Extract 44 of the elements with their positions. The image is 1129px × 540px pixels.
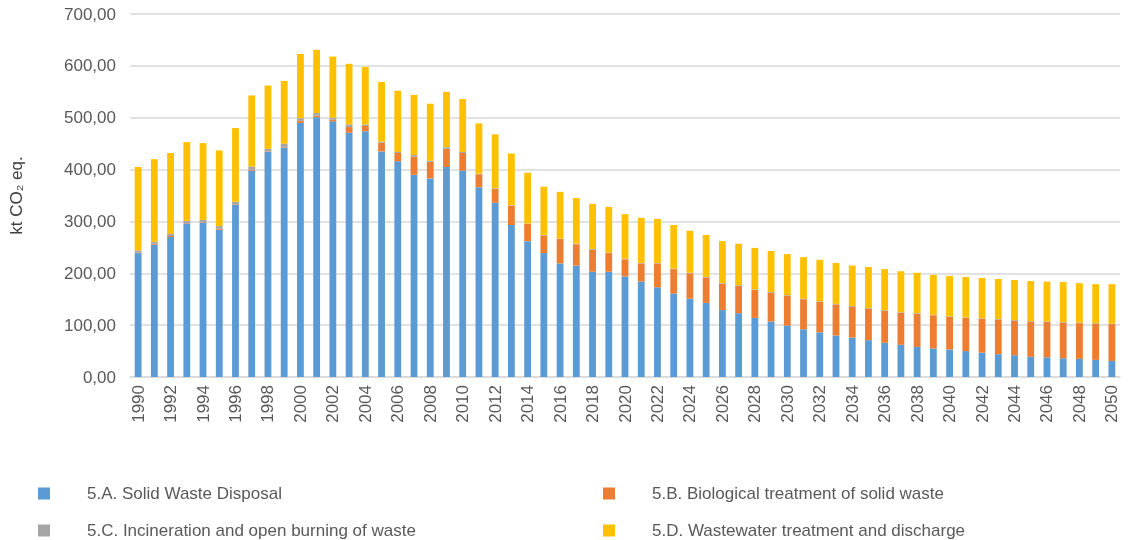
- x-tick-label: 2050: [1102, 385, 1122, 423]
- x-tick-label: 2006: [388, 385, 408, 423]
- y-tick-label: 700,00: [64, 4, 116, 24]
- x-tick-label: 1992: [161, 385, 181, 423]
- x-tick-label: 2014: [518, 385, 538, 423]
- x-tick-label: 2034: [842, 385, 862, 423]
- x-tick-label: 2020: [615, 385, 635, 423]
- x-tick-label: 1998: [258, 385, 278, 423]
- x-tick-label: 1994: [193, 385, 213, 423]
- x-tick-label: 2010: [453, 385, 473, 423]
- x-tick-label: 2026: [712, 385, 732, 423]
- y-tick-label: 400,00: [64, 160, 116, 180]
- x-tick-label: 2028: [745, 385, 765, 423]
- x-tick-label: 2040: [940, 385, 960, 423]
- y-tick-label: 500,00: [64, 108, 116, 128]
- x-tick-label: 2032: [810, 385, 830, 423]
- x-tick-label: 2044: [1005, 385, 1025, 423]
- x-tick-label: 2038: [907, 385, 927, 423]
- y-axis-title: kt CO₂ eq.: [7, 156, 26, 235]
- x-tick-label: 2022: [647, 385, 667, 423]
- x-tick-label: 2024: [680, 385, 700, 423]
- legend-label: 5.B. Biological treatment of solid waste: [652, 484, 944, 503]
- y-tick-label: 300,00: [64, 211, 116, 231]
- x-tick-label: 2012: [485, 385, 505, 423]
- x-tick-label: 2048: [1069, 385, 1089, 423]
- x-tick-label: 2046: [1037, 385, 1057, 423]
- x-tick-label: 2042: [972, 385, 992, 423]
- x-tick-label: 2002: [323, 385, 343, 423]
- x-tick-label: 2004: [355, 385, 375, 423]
- x-tick-label: 1990: [128, 385, 148, 423]
- x-tick-label: 2030: [777, 385, 797, 423]
- x-tick-label: 2036: [875, 385, 895, 423]
- x-tick-label: 2018: [583, 385, 603, 423]
- y-tick-label: 0,00: [82, 367, 116, 387]
- legend-label: 5.C. Incineration and open burning of waste: [87, 521, 416, 540]
- y-tick-label: 200,00: [64, 263, 116, 283]
- x-tick-label: 2008: [420, 385, 440, 423]
- x-tick-label: 2000: [290, 385, 310, 423]
- x-tick-label: 2016: [550, 385, 570, 423]
- x-tick-label: 1996: [225, 385, 245, 423]
- y-tick-label: 100,00: [64, 315, 116, 335]
- legend-label: 5.D. Wastewater treatment and discharge: [652, 521, 966, 540]
- legend-label: 5.A. Solid Waste Disposal: [87, 484, 282, 503]
- y-tick-label: 600,00: [64, 56, 116, 76]
